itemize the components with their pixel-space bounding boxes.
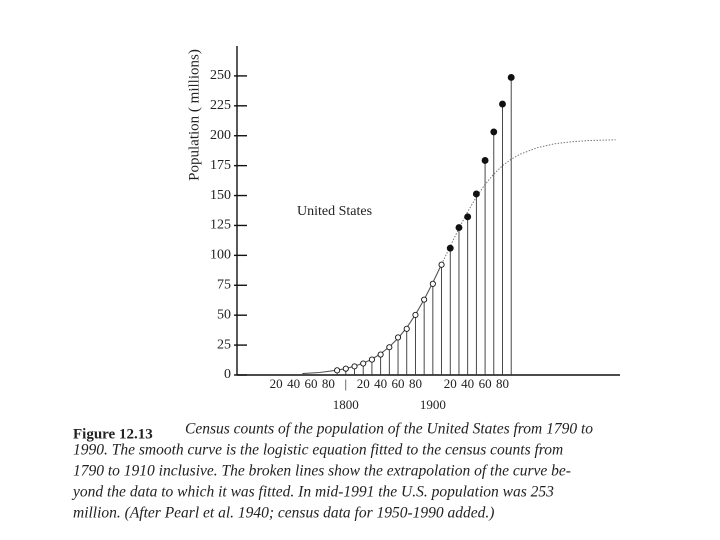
filled-point [455, 224, 463, 232]
x-tick-label: 20 [270, 376, 283, 391]
x-tick-label: 20 [357, 376, 370, 391]
open-point [368, 356, 375, 363]
open-point [429, 280, 436, 287]
open-point [403, 325, 410, 332]
x-tick-label: 80 [409, 376, 422, 391]
open-point [360, 360, 367, 367]
y-tick-label: 250 [210, 68, 231, 83]
y-tick-label: 150 [210, 188, 231, 203]
x-tick-label: 60 [392, 376, 405, 391]
annotation: United States [297, 204, 372, 219]
open-point [438, 261, 445, 268]
x-tick-label: | [345, 376, 348, 391]
open-point [386, 344, 393, 351]
x-tick-label: 60 [304, 376, 317, 391]
open-point [421, 296, 428, 303]
open-point [394, 334, 402, 341]
open-point [334, 367, 341, 374]
x-tick-label: 40 [461, 376, 474, 391]
filled-point [490, 128, 498, 136]
open-point [412, 311, 419, 318]
y-tick-label: 100 [210, 248, 231, 263]
x-period-label: 1900 [420, 397, 446, 412]
y-tick-label: 200 [210, 128, 231, 143]
caption-line: million. (After Pearl et al. 1940; censu… [73, 505, 494, 522]
y-tick-label: 0 [224, 367, 231, 382]
y-axis-label: Population ( millions) [186, 49, 202, 181]
filled-point [472, 190, 480, 198]
fitted-curve [441, 139, 616, 265]
x-tick-label: 40 [374, 376, 387, 391]
x-tick-label: 80 [322, 376, 335, 391]
caption-line: Census counts of the population of the U… [185, 421, 593, 438]
y-tick-label: 175 [210, 158, 231, 173]
x-period-label: 1800 [333, 397, 359, 412]
x-tick-label: 60 [479, 376, 492, 391]
filled-point [507, 74, 515, 81]
x-tick-label: 20 [444, 376, 457, 391]
filled-point [499, 100, 506, 108]
open-point [342, 365, 349, 372]
caption-line: yond the data to which it was fitted. In… [71, 484, 554, 501]
y-tick-label: 50 [217, 307, 231, 322]
caption-label: Figure 12.13 [73, 426, 153, 442]
y-tick-label: 125 [210, 218, 231, 233]
filled-point [464, 213, 472, 221]
caption-line: 1790 to 1910 inclusive. The broken lines… [73, 463, 571, 480]
open-point [377, 351, 384, 358]
caption-line: 1990. The smooth curve is the logistic e… [73, 442, 563, 459]
y-tick-label: 75 [217, 277, 231, 292]
open-point [351, 363, 358, 370]
filled-point [446, 244, 454, 252]
x-tick-label: 80 [496, 376, 509, 391]
y-tick-label: 225 [210, 98, 231, 113]
x-tick-label: 40 [287, 376, 300, 391]
filled-point [481, 157, 489, 164]
y-tick-label: 25 [217, 337, 231, 352]
